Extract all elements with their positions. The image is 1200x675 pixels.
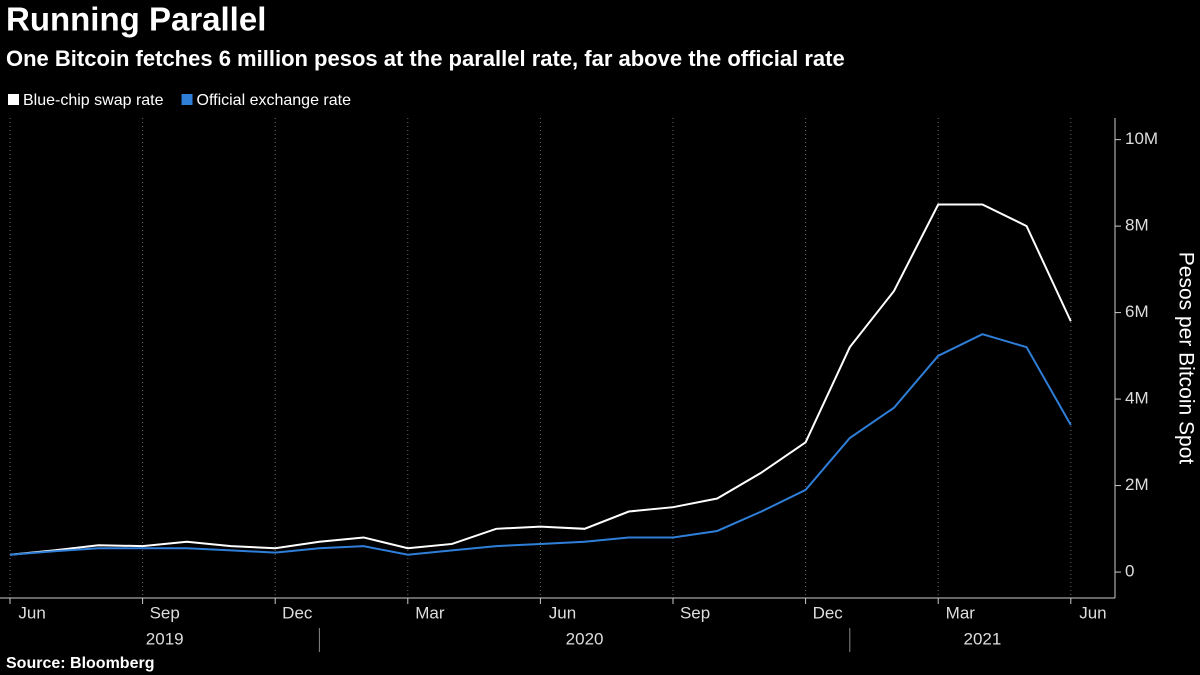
- year-label: 2020: [566, 629, 604, 648]
- x-tick-label: Dec: [282, 603, 313, 622]
- y-tick-label: 6M: [1125, 302, 1149, 321]
- legend-swatch: [181, 94, 193, 105]
- x-tick-label: Dec: [813, 603, 844, 622]
- legend-label: Blue-chip swap rate: [23, 92, 164, 109]
- series-line: [9, 333, 1072, 556]
- x-tick-label: Jun: [549, 603, 576, 622]
- year-label: 2021: [963, 629, 1001, 648]
- chart-subtitle: One Bitcoin fetches 6 million pesos at t…: [6, 46, 845, 71]
- chart-title: Running Parallel: [6, 1, 266, 38]
- y-tick-label: 4M: [1125, 389, 1149, 408]
- y-tick-label: 2M: [1125, 475, 1149, 494]
- x-tick-label: Jun: [18, 603, 45, 622]
- y-tick-label: 8M: [1125, 216, 1149, 235]
- x-tick-label: Mar: [415, 603, 445, 622]
- x-tick-label: Jun: [1079, 603, 1106, 622]
- legend-swatch: [8, 94, 19, 105]
- x-tick-label: Sep: [150, 603, 180, 622]
- series-line: [9, 203, 1072, 556]
- y-tick-label: 10M: [1125, 129, 1158, 148]
- y-axis-label: Pesos per Bitcoin Spot: [1174, 252, 1197, 465]
- x-tick-label: Mar: [946, 603, 976, 622]
- year-label: 2019: [146, 629, 184, 648]
- legend-label: Official exchange rate: [197, 92, 352, 109]
- source: Source: Bloomberg: [6, 655, 154, 672]
- y-tick-label: 0: [1125, 562, 1134, 581]
- x-tick-label: Sep: [680, 603, 710, 622]
